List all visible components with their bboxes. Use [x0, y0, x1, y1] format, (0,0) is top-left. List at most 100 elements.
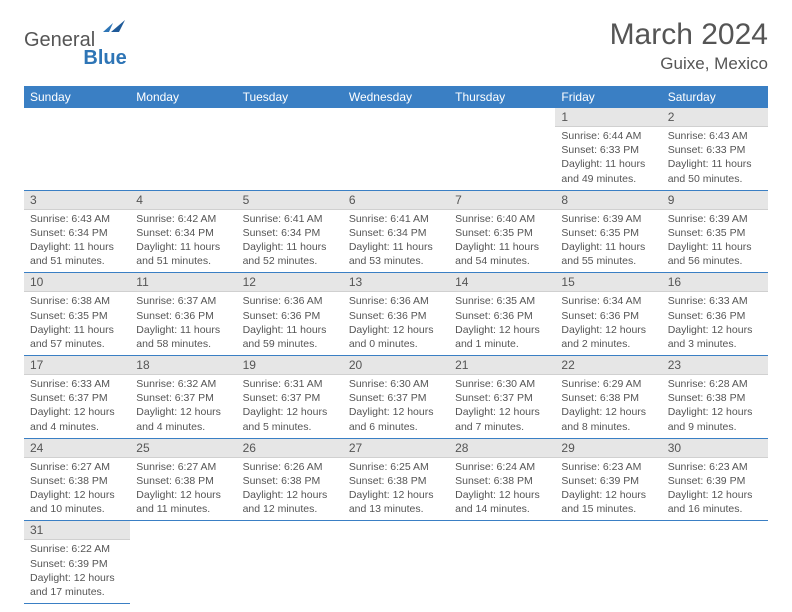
day-number: 30 [662, 439, 768, 458]
daylight-text: Daylight: 11 hours and 51 minutes. [136, 240, 230, 268]
day-header: Tuesday [237, 86, 343, 108]
day-content: Sunrise: 6:25 AMSunset: 6:38 PMDaylight:… [343, 458, 449, 521]
day-header-row: SundayMondayTuesdayWednesdayThursdayFrid… [24, 86, 768, 108]
calendar-day-cell [662, 521, 768, 604]
calendar-day-cell: 10Sunrise: 6:38 AMSunset: 6:35 PMDayligh… [24, 273, 130, 356]
daylight-text: Daylight: 12 hours and 0 minutes. [349, 323, 443, 351]
sunrise-text: Sunrise: 6:29 AM [561, 377, 655, 391]
day-number: 8 [555, 191, 661, 210]
logo-text: General Blue [24, 18, 127, 68]
daylight-text: Daylight: 11 hours and 49 minutes. [561, 157, 655, 185]
sunrise-text: Sunrise: 6:33 AM [30, 377, 124, 391]
daylight-text: Daylight: 12 hours and 3 minutes. [668, 323, 762, 351]
calendar-table: SundayMondayTuesdayWednesdayThursdayFrid… [24, 86, 768, 604]
day-number: 20 [343, 356, 449, 375]
calendar-day-cell [343, 521, 449, 604]
calendar-day-cell: 30Sunrise: 6:23 AMSunset: 6:39 PMDayligh… [662, 438, 768, 521]
daylight-text: Daylight: 12 hours and 12 minutes. [243, 488, 337, 516]
calendar-day-cell: 7Sunrise: 6:40 AMSunset: 6:35 PMDaylight… [449, 190, 555, 273]
calendar-day-cell: 28Sunrise: 6:24 AMSunset: 6:38 PMDayligh… [449, 438, 555, 521]
calendar-day-cell: 24Sunrise: 6:27 AMSunset: 6:38 PMDayligh… [24, 438, 130, 521]
sunrise-text: Sunrise: 6:41 AM [349, 212, 443, 226]
sunrise-text: Sunrise: 6:31 AM [243, 377, 337, 391]
day-number: 31 [24, 521, 130, 540]
sunset-text: Sunset: 6:38 PM [349, 474, 443, 488]
day-number: 12 [237, 273, 343, 292]
sunrise-text: Sunrise: 6:30 AM [349, 377, 443, 391]
day-number: 17 [24, 356, 130, 375]
day-number: 13 [343, 273, 449, 292]
daylight-text: Daylight: 12 hours and 15 minutes. [561, 488, 655, 516]
calendar-day-cell: 19Sunrise: 6:31 AMSunset: 6:37 PMDayligh… [237, 356, 343, 439]
day-content: Sunrise: 6:24 AMSunset: 6:38 PMDaylight:… [449, 458, 555, 521]
day-number: 21 [449, 356, 555, 375]
calendar-day-cell: 21 Sunrise: 6:30 AMSunset: 6:37 PMDayligh… [449, 356, 555, 439]
day-content: Sunrise: 6:22 AMSunset: 6:39 PMDaylight:… [24, 540, 130, 603]
calendar-day-cell: 16Sunrise: 6:33 AMSunset: 6:36 PMDayligh… [662, 273, 768, 356]
daylight-text: Daylight: 12 hours and 6 minutes. [349, 405, 443, 433]
daylight-text: Daylight: 12 hours and 11 minutes. [136, 488, 230, 516]
daylight-text: Daylight: 11 hours and 54 minutes. [455, 240, 549, 268]
day-content: Sunrise: 6:39 AMSunset: 6:35 PMDaylight:… [555, 210, 661, 273]
calendar-day-cell: 9Sunrise: 6:39 AMSunset: 6:35 PMDaylight… [662, 190, 768, 273]
sunset-text: Sunset: 6:34 PM [136, 226, 230, 240]
logo-text-blue: Blue [24, 48, 127, 68]
sunrise-text: Sunrise: 6:43 AM [668, 129, 762, 143]
calendar-day-cell: 18Sunrise: 6:32 AMSunset: 6:37 PMDayligh… [130, 356, 236, 439]
day-content: Sunrise: 6:41 AMSunset: 6:34 PMDaylight:… [343, 210, 449, 273]
day-content: Sunrise: 6:30 AMSunset: 6:37 PMDaylight:… [343, 375, 449, 438]
daylight-text: Daylight: 12 hours and 4 minutes. [136, 405, 230, 433]
daylight-text: Daylight: 12 hours and 16 minutes. [668, 488, 762, 516]
sunrise-text: Sunrise: 6:30 AM [455, 377, 549, 391]
sunrise-text: Sunrise: 6:24 AM [455, 460, 549, 474]
day-number: 16 [662, 273, 768, 292]
day-header: Saturday [662, 86, 768, 108]
sunrise-text: Sunrise: 6:23 AM [561, 460, 655, 474]
sunset-text: Sunset: 6:38 PM [243, 474, 337, 488]
day-number: 22 [555, 356, 661, 375]
day-content: Sunrise: 6:29 AMSunset: 6:38 PMDaylight:… [555, 375, 661, 438]
day-number: 25 [130, 439, 236, 458]
daylight-text: Daylight: 11 hours and 57 minutes. [30, 323, 124, 351]
day-content: Sunrise: 6:44 AMSunset: 6:33 PMDaylight:… [555, 127, 661, 190]
daylight-text: Daylight: 12 hours and 7 minutes. [455, 405, 549, 433]
calendar-day-cell: 14Sunrise: 6:35 AMSunset: 6:36 PMDayligh… [449, 273, 555, 356]
calendar-body: 1Sunrise: 6:44 AMSunset: 6:33 PMDaylight… [24, 108, 768, 604]
day-number: 15 [555, 273, 661, 292]
calendar-week-row: 1Sunrise: 6:44 AMSunset: 6:33 PMDaylight… [24, 108, 768, 190]
daylight-text: Daylight: 11 hours and 51 minutes. [30, 240, 124, 268]
daylight-text: Daylight: 12 hours and 13 minutes. [349, 488, 443, 516]
day-header: Friday [555, 86, 661, 108]
sunset-text: Sunset: 6:37 PM [136, 391, 230, 405]
calendar-day-cell [343, 108, 449, 190]
calendar-day-cell [555, 521, 661, 604]
daylight-text: Daylight: 11 hours and 50 minutes. [668, 157, 762, 185]
day-content: Sunrise: 6:33 AMSunset: 6:36 PMDaylight:… [662, 292, 768, 355]
daylight-text: Daylight: 12 hours and 10 minutes. [30, 488, 124, 516]
sunrise-text: Sunrise: 6:35 AM [455, 294, 549, 308]
calendar-day-cell: 20Sunrise: 6:30 AMSunset: 6:37 PMDayligh… [343, 356, 449, 439]
sunrise-text: Sunrise: 6:39 AM [668, 212, 762, 226]
day-header: Wednesday [343, 86, 449, 108]
sunset-text: Sunset: 6:39 PM [561, 474, 655, 488]
sunrise-text: Sunrise: 6:43 AM [30, 212, 124, 226]
logo: General Blue [24, 18, 127, 68]
sunset-text: Sunset: 6:34 PM [349, 226, 443, 240]
sunrise-text: Sunrise: 6:25 AM [349, 460, 443, 474]
calendar-week-row: 24Sunrise: 6:27 AMSunset: 6:38 PMDayligh… [24, 438, 768, 521]
calendar-day-cell [449, 521, 555, 604]
calendar-week-row: 10Sunrise: 6:38 AMSunset: 6:35 PMDayligh… [24, 273, 768, 356]
day-number: 26 [237, 439, 343, 458]
daylight-text: Daylight: 11 hours and 58 minutes. [136, 323, 230, 351]
calendar-day-cell: 8Sunrise: 6:39 AMSunset: 6:35 PMDaylight… [555, 190, 661, 273]
day-number: 6 [343, 191, 449, 210]
day-content: Sunrise: 6:32 AMSunset: 6:37 PMDaylight:… [130, 375, 236, 438]
sunset-text: Sunset: 6:37 PM [455, 391, 549, 405]
day-number: 19 [237, 356, 343, 375]
sunrise-text: Sunrise: 6:36 AM [349, 294, 443, 308]
sunrise-text: Sunrise: 6:42 AM [136, 212, 230, 226]
calendar-day-cell: 3Sunrise: 6:43 AMSunset: 6:34 PMDaylight… [24, 190, 130, 273]
calendar-day-cell: 12Sunrise: 6:36 AMSunset: 6:36 PMDayligh… [237, 273, 343, 356]
daylight-text: Daylight: 11 hours and 56 minutes. [668, 240, 762, 268]
day-number: 23 [662, 356, 768, 375]
